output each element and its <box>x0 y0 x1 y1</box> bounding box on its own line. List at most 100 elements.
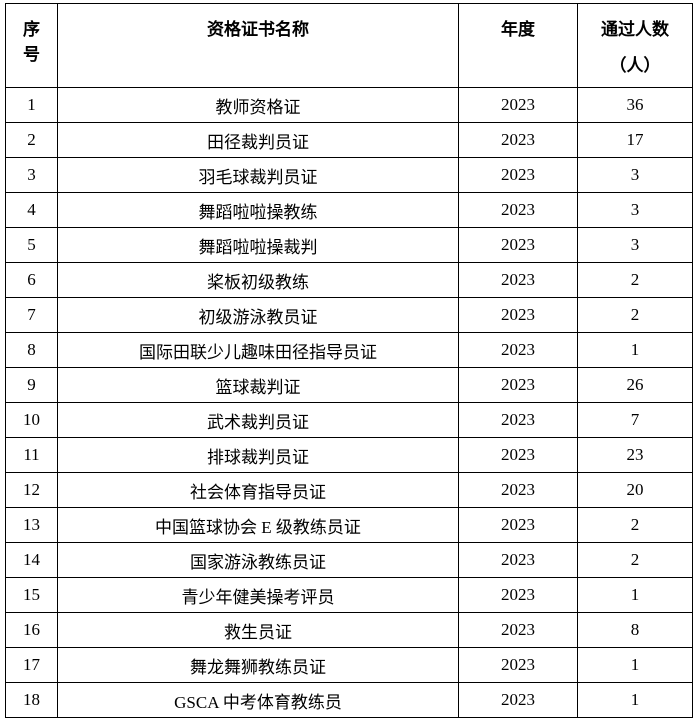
table-row: 18 GSCA 中考体育教练员 2023 1 <box>5 682 693 718</box>
table-row: 4 舞蹈啦啦操教练 2023 3 <box>5 192 693 228</box>
cell-count: 23 <box>577 437 693 473</box>
cell-count: 2 <box>577 507 693 543</box>
cell-count: 1 <box>577 682 693 718</box>
cell-name: 舞蹈啦啦操裁判 <box>57 227 459 263</box>
cell-year: 2023 <box>458 297 578 333</box>
cell-name: 初级游泳教员证 <box>57 297 459 333</box>
table-row: 16 救生员证 2023 8 <box>5 612 693 648</box>
cell-count: 2 <box>577 542 693 578</box>
header-count-line1: 通过人数 <box>601 20 669 39</box>
cell-count: 26 <box>577 367 693 403</box>
table-row: 2 田径裁判员证 2023 17 <box>5 122 693 158</box>
cell-count: 3 <box>577 192 693 228</box>
cell-count: 1 <box>577 332 693 368</box>
cell-year: 2023 <box>458 507 578 543</box>
cell-count: 3 <box>577 227 693 263</box>
table-row: 10 武术裁判员证 2023 7 <box>5 402 693 438</box>
cell-name: 排球裁判员证 <box>57 437 459 473</box>
cell-no: 4 <box>5 192 58 228</box>
header-row: 序 号 资格证书名称 年度 通过人数 （人） <box>5 3 693 88</box>
cell-count: 20 <box>577 472 693 508</box>
cell-name: 中国篮球协会 E 级教练员证 <box>57 507 459 543</box>
table-body: 1 教师资格证 2023 36 2 田径裁判员证 2023 17 3 羽毛球裁判员证 2023 3 4 舞… <box>5 87 693 718</box>
table-row: 12 社会体育指导员证 2023 20 <box>5 472 693 508</box>
cell-year: 2023 <box>458 437 578 473</box>
cell-count: 2 <box>577 262 693 298</box>
header-cell-no: 序 号 <box>5 3 58 88</box>
cell-year: 2023 <box>458 682 578 718</box>
header-cell-count: 通过人数 （人） <box>577 3 693 88</box>
cell-name: 社会体育指导员证 <box>57 472 459 508</box>
cell-no: 11 <box>5 437 58 473</box>
cell-year: 2023 <box>458 157 578 193</box>
table-row: 17 舞龙舞狮教练员证 2023 1 <box>5 647 693 683</box>
cell-count: 1 <box>577 647 693 683</box>
table-row: 5 舞蹈啦啦操裁判 2023 3 <box>5 227 693 263</box>
cell-no: 17 <box>5 647 58 683</box>
table-row: 7 初级游泳教员证 2023 2 <box>5 297 693 333</box>
header-no-line1: 序 <box>23 20 40 39</box>
cell-no: 18 <box>5 682 58 718</box>
table-row: 14 国家游泳教练员证 2023 2 <box>5 542 693 578</box>
cell-name: 田径裁判员证 <box>57 122 459 158</box>
cell-no: 5 <box>5 227 58 263</box>
cell-name: 教师资格证 <box>57 87 459 123</box>
cell-count: 3 <box>577 157 693 193</box>
header-cell-name: 资格证书名称 <box>57 3 459 88</box>
cell-name: 桨板初级教练 <box>57 262 459 298</box>
cell-no: 12 <box>5 472 58 508</box>
cell-name: 国际田联少儿趣味田径指导员证 <box>57 332 459 368</box>
cell-name: 武术裁判员证 <box>57 402 459 438</box>
cell-count: 7 <box>577 402 693 438</box>
header-name-label: 资格证书名称 <box>207 20 309 39</box>
cell-name: 青少年健美操考评员 <box>57 577 459 613</box>
cell-count: 36 <box>577 87 693 123</box>
cell-year: 2023 <box>458 122 578 158</box>
cell-year: 2023 <box>458 227 578 263</box>
header-cell-year: 年度 <box>458 3 578 88</box>
header-year-label: 年度 <box>501 20 535 39</box>
cell-year: 2023 <box>458 472 578 508</box>
cell-name: 救生员证 <box>57 612 459 648</box>
cell-no: 6 <box>5 262 58 298</box>
cell-name: 羽毛球裁判员证 <box>57 157 459 193</box>
cell-name: 舞龙舞狮教练员证 <box>57 647 459 683</box>
cell-no: 16 <box>5 612 58 648</box>
cell-no: 7 <box>5 297 58 333</box>
cell-name: 国家游泳教练员证 <box>57 542 459 578</box>
table-row: 3 羽毛球裁判员证 2023 3 <box>5 157 693 193</box>
cell-year: 2023 <box>458 542 578 578</box>
cell-no: 15 <box>5 577 58 613</box>
table-row: 15 青少年健美操考评员 2023 1 <box>5 577 693 613</box>
table-row: 6 桨板初级教练 2023 2 <box>5 262 693 298</box>
cell-year: 2023 <box>458 87 578 123</box>
header-no-line2: 号 <box>23 45 40 64</box>
cell-year: 2023 <box>458 192 578 228</box>
table-header: 序 号 资格证书名称 年度 通过人数 （人） <box>5 3 693 88</box>
cell-year: 2023 <box>458 577 578 613</box>
cell-no: 14 <box>5 542 58 578</box>
cell-name: GSCA 中考体育教练员 <box>57 682 459 718</box>
cell-no: 13 <box>5 507 58 543</box>
table-row: 11 排球裁判员证 2023 23 <box>5 437 693 473</box>
cell-count: 8 <box>577 612 693 648</box>
cell-year: 2023 <box>458 262 578 298</box>
cell-year: 2023 <box>458 402 578 438</box>
table-row: 9 篮球裁判证 2023 26 <box>5 367 693 403</box>
cell-year: 2023 <box>458 367 578 403</box>
table-row: 13 中国篮球协会 E 级教练员证 2023 2 <box>5 507 693 543</box>
cell-no: 8 <box>5 332 58 368</box>
cell-count: 1 <box>577 577 693 613</box>
cell-count: 17 <box>577 122 693 158</box>
table-row: 1 教师资格证 2023 36 <box>5 87 693 123</box>
cell-no: 10 <box>5 402 58 438</box>
cell-count: 2 <box>577 297 693 333</box>
cell-year: 2023 <box>458 647 578 683</box>
cell-no: 9 <box>5 367 58 403</box>
cell-no: 2 <box>5 122 58 158</box>
header-count-line2: （人） <box>609 56 661 75</box>
cell-name: 舞蹈啦啦操教练 <box>57 192 459 228</box>
cell-no: 1 <box>5 87 58 123</box>
cell-name: 篮球裁判证 <box>57 367 459 403</box>
cell-no: 3 <box>5 157 58 193</box>
